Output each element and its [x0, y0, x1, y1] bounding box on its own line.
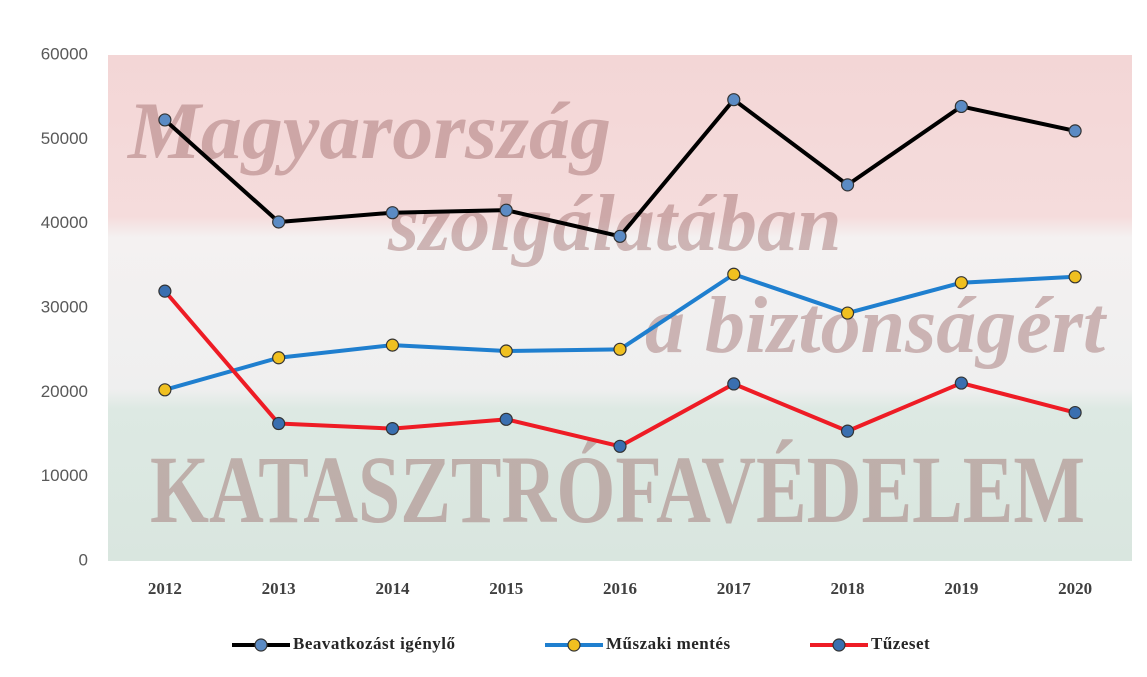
- legend-marker: [255, 639, 267, 651]
- y-tick-label: 10000: [41, 466, 88, 485]
- x-tick-label: 2013: [262, 579, 296, 598]
- chart: Magyarországszolgálatábana biztonságértK…: [0, 0, 1147, 677]
- x-tick-label: 2020: [1058, 579, 1092, 598]
- legend-label: Műszaki mentés: [606, 634, 731, 653]
- y-tick-label: 0: [79, 550, 88, 569]
- data-point: [728, 94, 740, 106]
- watermark-text: a biztonságért: [645, 282, 1108, 370]
- data-point: [273, 352, 285, 364]
- data-point: [614, 230, 626, 242]
- data-point: [1069, 271, 1081, 283]
- data-point: [955, 277, 967, 289]
- data-point: [386, 207, 398, 219]
- x-tick-label: 2017: [717, 579, 752, 598]
- data-point: [955, 100, 967, 112]
- x-tick-label: 2015: [489, 579, 523, 598]
- y-tick-label: 30000: [41, 297, 88, 316]
- legend-label: Beavatkozást igénylő: [293, 634, 456, 653]
- data-point: [273, 418, 285, 430]
- legend-marker: [833, 639, 845, 651]
- watermark-text: Magyarország: [126, 85, 611, 176]
- data-point: [273, 216, 285, 228]
- data-point: [500, 413, 512, 425]
- data-point: [386, 339, 398, 351]
- x-tick-label: 2016: [603, 579, 637, 598]
- data-point: [842, 425, 854, 437]
- data-point: [386, 423, 398, 435]
- data-point: [159, 114, 171, 126]
- data-point: [500, 345, 512, 357]
- data-point: [500, 204, 512, 216]
- data-point: [614, 343, 626, 355]
- data-point: [842, 179, 854, 191]
- watermark-text: szolgálatában: [387, 180, 841, 268]
- data-point: [1069, 125, 1081, 137]
- data-point: [614, 440, 626, 452]
- y-tick-label: 60000: [41, 44, 88, 63]
- x-tick-label: 2012: [148, 579, 182, 598]
- y-tick-label: 40000: [41, 213, 88, 232]
- data-point: [955, 377, 967, 389]
- data-point: [159, 384, 171, 396]
- data-point: [1069, 407, 1081, 419]
- legend-label: Tűzeset: [871, 634, 930, 653]
- legend-marker: [568, 639, 580, 651]
- x-tick-label: 2014: [375, 579, 410, 598]
- data-point: [728, 268, 740, 280]
- data-point: [842, 307, 854, 319]
- x-tick-label: 2018: [831, 579, 865, 598]
- data-point: [728, 378, 740, 390]
- y-tick-label: 50000: [41, 129, 88, 148]
- data-point: [159, 285, 171, 297]
- y-tick-label: 20000: [41, 382, 88, 401]
- x-tick-label: 2019: [944, 579, 978, 598]
